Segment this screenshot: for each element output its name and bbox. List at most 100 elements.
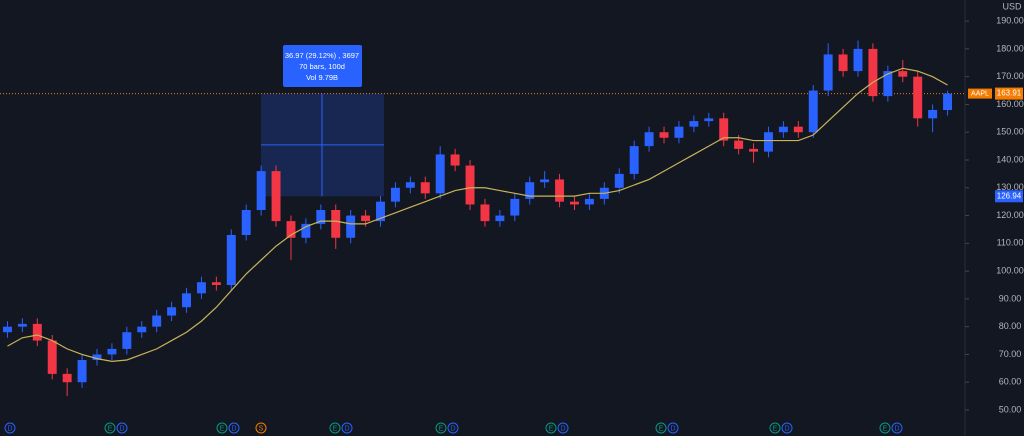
candle-body <box>823 54 833 91</box>
candle-body <box>77 360 87 383</box>
event-marker <box>447 422 459 434</box>
y-tick-label: 70.00 <box>999 349 1022 359</box>
y-tick-label: 130.00 <box>996 182 1024 192</box>
event-marker <box>655 422 667 434</box>
event-marker <box>116 422 128 434</box>
candle-body <box>749 148 759 152</box>
candle-body <box>167 307 177 316</box>
candle-body <box>211 282 221 285</box>
event-marker <box>781 422 793 434</box>
candle-body <box>346 215 356 238</box>
candle-body <box>271 171 281 222</box>
candle-body <box>32 323 42 341</box>
candle-body <box>764 132 773 152</box>
candle-body <box>555 179 565 202</box>
candle-body <box>122 332 132 349</box>
candle-body <box>883 71 893 97</box>
last-price-tag <box>995 87 1023 100</box>
candle-body <box>390 187 400 202</box>
event-marker <box>104 422 116 434</box>
event-marker <box>228 422 240 434</box>
candle-body <box>331 210 341 238</box>
candle-body <box>674 126 684 138</box>
event-label: D <box>7 425 12 432</box>
event-marker <box>557 422 569 434</box>
candle-body <box>92 354 102 360</box>
candle-body <box>286 221 296 238</box>
candle-body <box>435 154 445 194</box>
event-label: E <box>659 425 664 432</box>
event-marker <box>435 422 447 434</box>
candle-body <box>17 323 27 327</box>
candle-body <box>570 201 579 205</box>
candle-body <box>316 210 326 224</box>
event-label: D <box>450 425 455 432</box>
candle-body <box>226 235 236 285</box>
measure-text: 36.97 (29.12%) , 3697 <box>285 51 359 60</box>
y-tick-label: 160.00 <box>996 99 1024 109</box>
event-label: E <box>883 425 888 432</box>
measure-low-label: 126.94 <box>997 191 1022 200</box>
candle-body <box>480 204 490 222</box>
event-marker <box>769 422 781 434</box>
y-tick-label: 80.00 <box>999 321 1022 331</box>
y-tick-label: 110.00 <box>997 238 1024 248</box>
event-label: S <box>259 425 264 432</box>
candle-body <box>659 132 669 138</box>
event-label: D <box>231 425 236 432</box>
event-label: E <box>333 425 338 432</box>
symbol-label: AAPL <box>971 90 989 97</box>
event-label: D <box>784 425 789 432</box>
candle-body <box>47 340 57 374</box>
candle-body <box>137 326 147 333</box>
candle-body <box>808 90 818 133</box>
candle-body <box>465 165 475 205</box>
candle-body <box>629 146 639 174</box>
y-tick-label: 90.00 <box>999 293 1022 303</box>
currency: USD <box>1002 1 1022 11</box>
candle-body <box>614 173 624 188</box>
y-tick-label: 100.00 <box>996 265 1024 275</box>
candle-body <box>420 182 430 194</box>
measure-tooltip <box>283 45 362 87</box>
candle-body <box>361 215 371 222</box>
event-marker <box>341 422 353 434</box>
event-marker <box>216 422 228 434</box>
candle-body <box>450 154 460 166</box>
event-marker <box>879 422 891 434</box>
measure-low-tag <box>995 190 1023 203</box>
candle-body <box>62 373 72 383</box>
candle-body <box>256 171 266 210</box>
event-label: E <box>773 425 778 432</box>
candle-body <box>241 210 251 235</box>
y-tick-label: 120.00 <box>996 210 1024 220</box>
candle-body <box>913 76 923 119</box>
candle-body <box>644 132 654 147</box>
candle-body <box>510 198 520 216</box>
y-tick-label: 150.00 <box>996 127 1024 137</box>
candle-body <box>525 182 535 199</box>
symbol-tag <box>968 88 992 99</box>
candle-body <box>838 54 848 72</box>
measure-text: Vol 9.79B <box>306 73 338 82</box>
event-label: E <box>108 425 113 432</box>
candle-body <box>928 110 938 119</box>
candle-body <box>689 121 699 127</box>
candle-body <box>107 348 117 355</box>
event-marker <box>255 422 267 434</box>
candle-body <box>898 71 908 77</box>
candle-body <box>152 315 162 327</box>
candle-body <box>182 293 191 308</box>
event-label: E <box>549 425 554 432</box>
candle-body <box>376 201 385 222</box>
candle-body <box>868 48 878 97</box>
y-tick-label: 140.00 <box>996 154 1024 164</box>
event-label: D <box>344 425 349 432</box>
candle-body <box>584 198 594 205</box>
event-label: D <box>560 425 565 432</box>
event-marker <box>545 422 557 434</box>
candle-body <box>943 93 953 110</box>
candle-body <box>704 118 714 122</box>
event-label: E <box>220 425 225 432</box>
